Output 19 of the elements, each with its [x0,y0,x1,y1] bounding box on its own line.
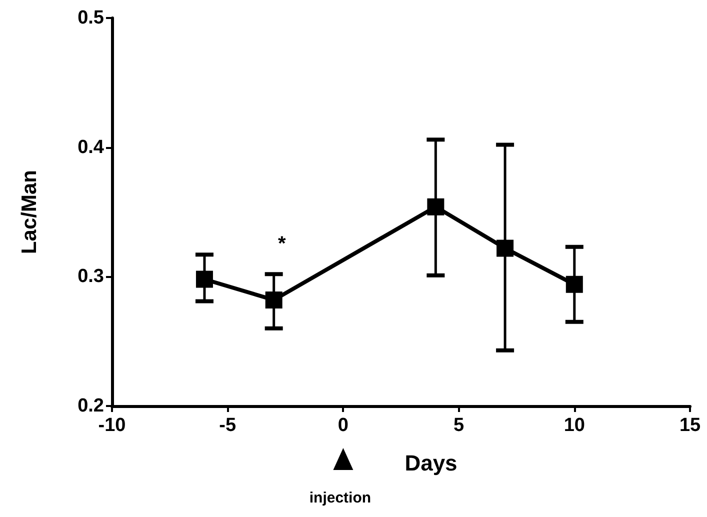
annotation: * [278,233,286,256]
point [566,276,583,293]
y-tick-label: 0.2 [78,396,104,416]
y-tick-label: 0.4 [78,136,104,158]
x-tick-label: 0 [338,415,348,436]
point [265,291,282,308]
point [496,240,514,257]
x-tick-label: 10 [564,415,585,436]
y-axis-title: Lac/Man [18,170,41,254]
y-tick-label: 0.5 [78,8,104,28]
x-axis-title: Days [404,450,458,476]
x-tick-label: 5 [454,415,465,436]
x-tick-label: 15 [679,415,701,436]
point [196,270,213,288]
y-tick-label: 0.3 [78,266,104,288]
text: injection [309,490,372,506]
x-tick-label: -10 [98,415,126,436]
point [427,198,444,216]
x-tick-label: -5 [219,415,236,436]
